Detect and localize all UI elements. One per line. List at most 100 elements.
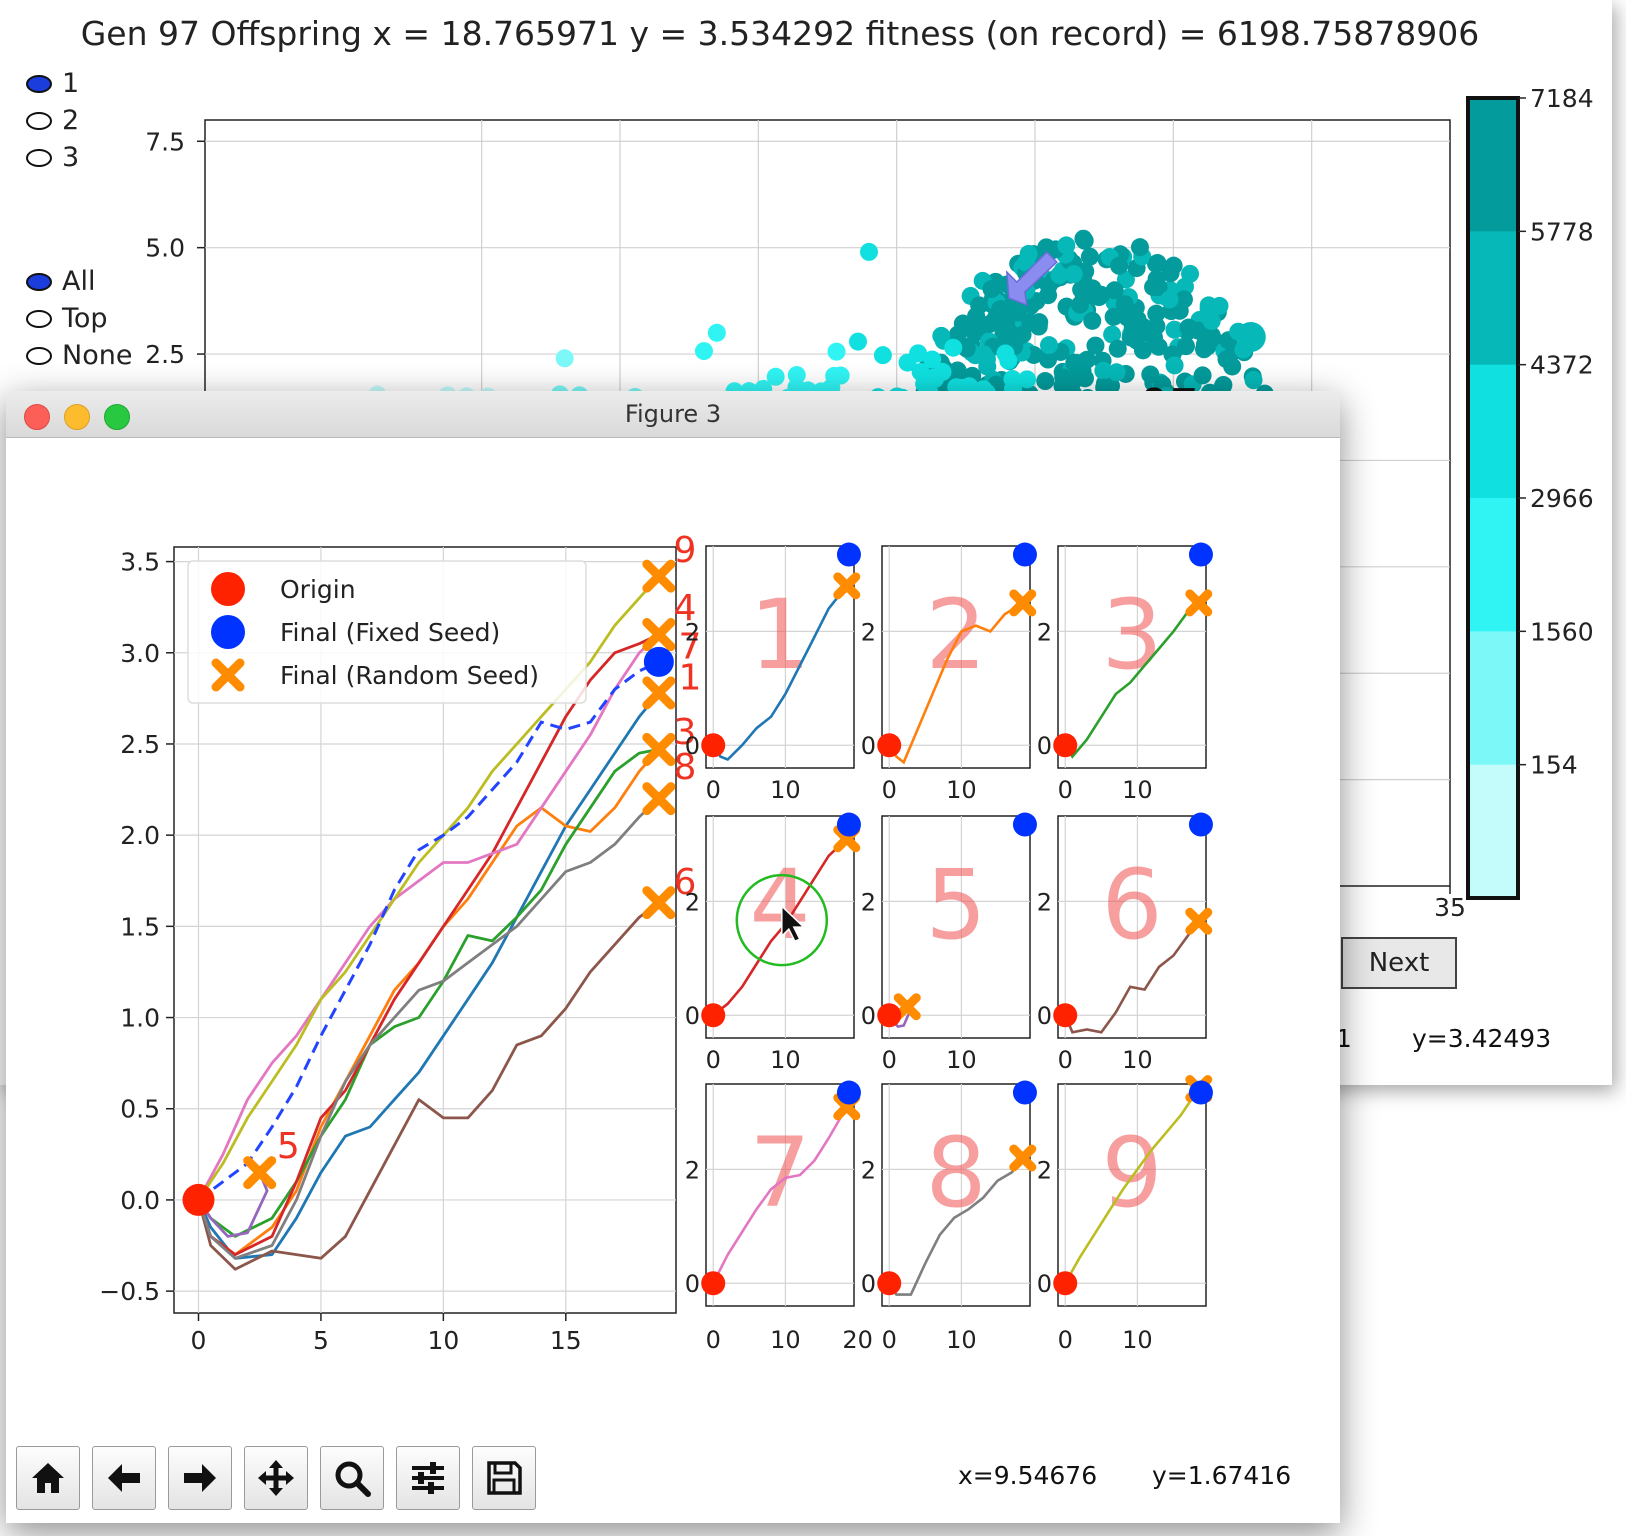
scatter-point: [1145, 328, 1164, 347]
cursor-coordinate-x: x=9.54676: [958, 1461, 1098, 1490]
small-fixed-final: [836, 812, 861, 837]
radio-option-top[interactable]: Top: [26, 303, 108, 334]
scatter-point: [909, 344, 928, 363]
next-button[interactable]: Next: [1341, 937, 1457, 989]
cursor-coordinate-y: y=1.67416: [1152, 1461, 1292, 1490]
scatter-point: [1179, 318, 1198, 337]
colorbar-segment: [1468, 231, 1518, 366]
scatter-point: [787, 366, 806, 385]
random-seed-final-6: [642, 886, 676, 920]
window-titlebar[interactable]: Figure 3: [6, 391, 1340, 438]
scatter-point: [932, 326, 951, 345]
random-seed-final-3: [642, 732, 676, 766]
small-panel-big-label: 1: [749, 579, 810, 691]
configure-button[interactable]: [396, 1446, 460, 1510]
random-seed-final-1: [642, 676, 676, 710]
scatter-point: [1086, 336, 1105, 355]
forward-button[interactable]: [168, 1446, 232, 1510]
end-label-1: 1: [678, 657, 701, 698]
trajectory-figure[interactable]: 0 5 10 153.53.02.52.01.51.00.50.0−0.5947138…: [6, 437, 1340, 1523]
scatter-point: [1039, 336, 1058, 355]
end-label-3: 3: [674, 712, 697, 753]
radio-option-3[interactable]: 3: [26, 142, 79, 173]
scatter-point: [1115, 295, 1134, 314]
small-fixed-final: [1188, 812, 1213, 837]
home-button[interactable]: [16, 1446, 80, 1510]
small-origin: [877, 733, 902, 758]
legend-label: Final (Fixed Seed): [280, 618, 500, 647]
small-trajectory-line: [888, 1157, 1024, 1296]
scatter-point: [1164, 256, 1183, 275]
scatter-point: [1021, 313, 1040, 332]
scatter-point: [933, 362, 952, 381]
main-ytick-label: −0.5: [99, 1277, 160, 1306]
small-panel-frame: [881, 1083, 1031, 1307]
scatter-point: [1110, 256, 1129, 275]
small-ytick-label: 0: [1037, 732, 1052, 760]
radio-option-1[interactable]: 1: [26, 68, 79, 99]
move-icon: [258, 1460, 294, 1496]
small-xtick-label: 10: [770, 776, 801, 804]
small-xtick-label: 10: [946, 1326, 977, 1354]
zoom-button[interactable]: [320, 1446, 384, 1510]
scatter-point: [999, 351, 1018, 370]
scatter-point: [1165, 356, 1184, 375]
save-button[interactable]: [472, 1446, 536, 1510]
end-label-6: 6: [674, 862, 697, 903]
scatter-point: [1094, 361, 1113, 380]
small-xtick-label: 20: [842, 1326, 873, 1354]
small-panel-frame: [881, 545, 1031, 769]
small-xtick-label: 10: [1122, 1326, 1153, 1354]
small-origin: [1053, 1271, 1078, 1296]
fixed-seed-final-marker: [643, 646, 674, 677]
colorbar-tick-label: 2966: [1530, 484, 1594, 513]
main-ytick-label: 1.5: [120, 912, 160, 941]
colorbar-segment: [1468, 764, 1518, 899]
highlight-point: [990, 300, 1011, 321]
mouse-cursor-icon: [781, 904, 806, 943]
highlight-arrow: [1005, 250, 1058, 307]
pan-button[interactable]: [244, 1446, 308, 1510]
small-origin: [701, 1003, 726, 1028]
scatter-point: [1108, 339, 1127, 358]
small-trajectory-line: [1064, 1087, 1200, 1284]
random-seed-final-8: [642, 782, 676, 816]
back-button[interactable]: [92, 1446, 156, 1510]
small-panel-4: 4 0 2 0 10: [685, 812, 861, 1074]
arrow-right-icon: [184, 1464, 216, 1492]
main-ytick-label: 1.0: [120, 1004, 160, 1033]
scatter-point: [997, 323, 1016, 342]
scatter-point: [694, 342, 713, 361]
scatter-point: [1050, 265, 1069, 284]
close-window-button[interactable]: [24, 404, 50, 430]
random-seed-final-5: [243, 1156, 277, 1190]
minimize-window-button[interactable]: [64, 404, 90, 430]
colorbar-segment: [1468, 98, 1518, 233]
scatter-point: [1018, 370, 1037, 389]
small-fixed-final: [1012, 1080, 1037, 1105]
small-panel-frame: [705, 1083, 855, 1307]
scatter-point: [1092, 285, 1111, 304]
small-ytick-label: 2: [861, 1156, 876, 1184]
scatter-point: [831, 366, 850, 385]
radio-option-2[interactable]: 2: [26, 105, 79, 136]
main-xtick-label: 15: [550, 1326, 582, 1355]
small-trajectory-line: [1064, 601, 1200, 759]
small-panel-frame: [1057, 815, 1207, 1039]
colorbar-tick-label: 154: [1530, 751, 1578, 780]
scatter-point: [1244, 371, 1263, 390]
small-origin: [1053, 733, 1078, 758]
zoom-window-button[interactable]: [104, 404, 130, 430]
small-ytick-label: 2: [861, 888, 876, 916]
small-ytick-label: 0: [685, 732, 700, 760]
scatter-point: [873, 346, 892, 365]
small-ytick-label: 2: [1037, 618, 1052, 646]
radio-option-none[interactable]: None: [26, 340, 132, 371]
random-seed-final-7: [642, 618, 676, 652]
radio-option-all[interactable]: All: [26, 266, 95, 297]
small-random-final: [893, 993, 921, 1021]
scatter-xtick-label: 35: [1434, 893, 1466, 922]
small-panel-frame: [705, 545, 855, 769]
scatter-point: [860, 242, 878, 261]
